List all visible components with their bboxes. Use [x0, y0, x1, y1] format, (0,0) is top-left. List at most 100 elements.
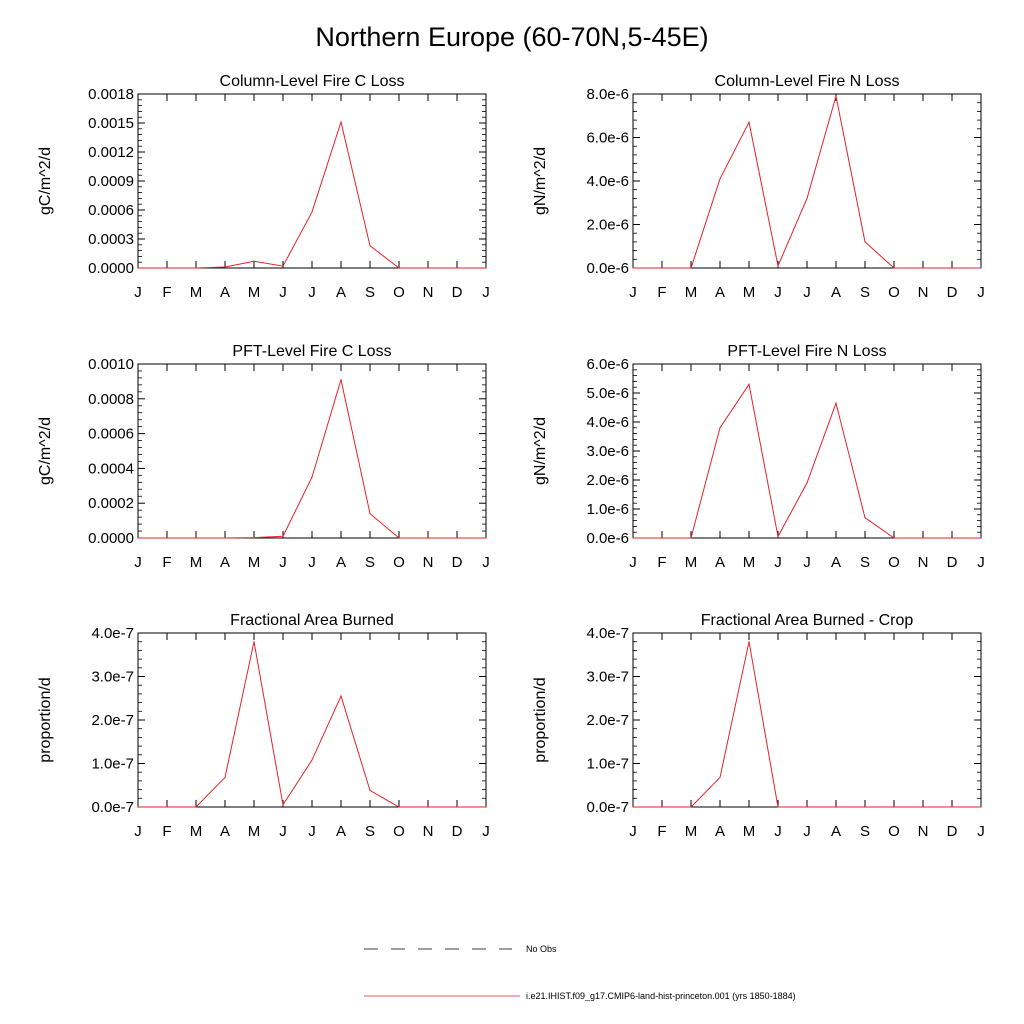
data-point: [340, 121, 342, 123]
y-tick-label: 3.0e-7: [586, 669, 629, 686]
x-tick-label: A: [715, 284, 725, 301]
plot-frame: [632, 363, 982, 539]
x-tick-label: M: [190, 554, 203, 571]
panel-title: Column-Level Fire N Loss: [715, 73, 900, 90]
plot-frame: [137, 363, 487, 539]
data-point: [282, 804, 284, 806]
y-axis-label: gN/m^2/d: [532, 147, 549, 215]
x-tick-label: M: [190, 284, 203, 301]
series-line: [633, 383, 981, 539]
x-tick-label: O: [888, 554, 900, 571]
data-point: [806, 197, 808, 199]
x-tick-label: J: [774, 554, 782, 571]
y-axis-label: gC/m^2/d: [37, 417, 54, 485]
x-tick-label: F: [162, 554, 171, 571]
data-point: [748, 641, 750, 643]
x-tick-label: O: [888, 823, 900, 840]
x-tick-label: A: [336, 284, 346, 301]
x-tick-label: J: [279, 554, 287, 571]
data-point: [690, 537, 692, 539]
data-point: [369, 789, 371, 792]
data-point: [398, 267, 400, 269]
x-tick-label: M: [685, 823, 698, 840]
y-tick-label: 4.0e-7: [586, 625, 629, 642]
panel-title: Fractional Area Burned: [230, 612, 394, 629]
data-point: [456, 537, 458, 539]
y-tick-label: 0.0e-6: [586, 530, 629, 547]
y-tick-label: 0.0018: [88, 86, 134, 103]
x-tick-label: J: [279, 284, 287, 301]
series-line: [138, 641, 486, 808]
x-tick-label: D: [947, 823, 958, 840]
data-point: [253, 537, 255, 539]
data-point: [369, 245, 371, 247]
data-point: [951, 806, 953, 808]
x-tick-label: M: [248, 823, 261, 840]
plot-frame: [137, 93, 487, 269]
data-point: [311, 211, 313, 213]
x-tick-label: A: [715, 823, 725, 840]
data-point: [864, 517, 866, 519]
y-tick-label: 0.0006: [88, 202, 134, 219]
x-tick-label: J: [482, 554, 490, 571]
y-tick-label: 1.0e-7: [91, 756, 134, 773]
y-tick-label: 0.0e-7: [586, 799, 629, 816]
y-tick-label: 1.0e-7: [586, 756, 629, 773]
x-tick-label: M: [685, 284, 698, 301]
data-point: [137, 267, 139, 269]
data-point: [195, 537, 197, 539]
data-point: [224, 266, 226, 268]
x-tick-label: J: [308, 823, 316, 840]
y-tick-label: 3.0e-6: [586, 443, 629, 460]
data-point: [690, 267, 692, 269]
series-line: [633, 96, 981, 269]
y-axis-label: proportion/d: [532, 677, 549, 762]
panel-title: PFT-Level Fire C Loss: [232, 343, 391, 360]
data-point: [777, 265, 779, 267]
x-tick-label: O: [888, 284, 900, 301]
x-tick-label: D: [947, 284, 958, 301]
x-tick-label: A: [336, 554, 346, 571]
x-tick-label: M: [743, 284, 756, 301]
x-tick-label: J: [279, 823, 287, 840]
x-tick-label: O: [393, 823, 405, 840]
data-point: [980, 806, 982, 808]
data-point: [806, 806, 808, 808]
y-tick-label: 6.0e-6: [586, 356, 629, 373]
data-point: [166, 537, 168, 539]
x-tick-label: J: [803, 554, 811, 571]
y-tick-label: 2.0e-6: [586, 472, 629, 489]
data-point: [340, 379, 342, 381]
figure-title: Northern Europe (60-70N,5-45E): [315, 22, 709, 52]
data-point: [427, 537, 429, 539]
y-tick-label: 4.0e-6: [586, 414, 629, 431]
data-point: [253, 260, 255, 262]
y-tick-label: 5.0e-6: [586, 385, 629, 402]
x-tick-label: F: [657, 823, 666, 840]
y-tick-label: 0.0004: [88, 460, 134, 477]
panel-title: Fractional Area Burned - Crop: [701, 612, 914, 629]
data-point: [398, 537, 400, 539]
x-tick-label: D: [947, 554, 958, 571]
x-tick-label: J: [774, 284, 782, 301]
data-point: [195, 267, 197, 269]
data-point: [893, 537, 895, 539]
x-tick-label: M: [248, 284, 261, 301]
data-point: [456, 806, 458, 808]
data-point: [719, 427, 721, 429]
data-point: [835, 806, 837, 808]
x-tick-label: S: [860, 823, 870, 840]
data-point: [777, 535, 779, 538]
y-axis-label: proportion/d: [37, 677, 54, 762]
y-tick-label: 0.0009: [88, 173, 134, 190]
data-point: [719, 776, 721, 779]
data-point: [922, 537, 924, 539]
data-point: [835, 95, 837, 97]
y-tick-label: 0.0006: [88, 426, 134, 443]
legend: No Obs i.e21.IHIST.f09_g17.CMIP6-land-hi…: [364, 944, 796, 1001]
x-tick-label: N: [918, 554, 929, 571]
